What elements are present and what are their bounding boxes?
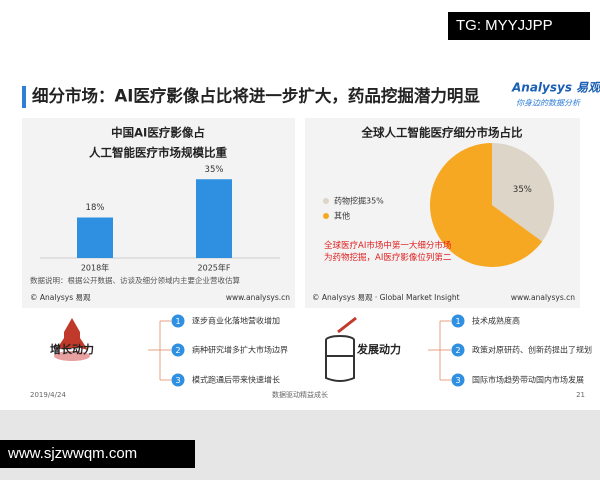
number-badge (451, 373, 465, 387)
watermark: www.sjzwwqm.com (0, 440, 195, 468)
driver-item: 逐步商业化落地营收增加 (192, 316, 280, 326)
value-label: 18% (86, 203, 105, 213)
number: 1 (175, 317, 180, 326)
rocket-icon (54, 318, 90, 361)
driver-item: 模式跑通后带来快速增长 (192, 375, 280, 385)
footer-slogan: 数据驱动精益成长 (272, 390, 328, 399)
title-bar (22, 86, 26, 108)
logo: Analysys 易观 (511, 81, 600, 95)
number: 2 (175, 346, 180, 355)
panel (22, 118, 295, 308)
url: www.analysys.cn (226, 293, 290, 302)
chart-subtitle: 人工智能医疗市场规模比重 (89, 146, 227, 160)
number: 3 (175, 376, 180, 385)
source: © Analysys 易观 · Global Market Insight (312, 293, 460, 302)
page-number: 21 (576, 391, 585, 399)
slide-title: 细分市场：AI医疗影像占比将进一步扩大，药品挖掘潜力明显 (32, 86, 480, 106)
value-label: 35% (513, 185, 532, 195)
x-tick-label: 2018年 (81, 263, 109, 273)
annotation: 全球医疗AI市场中第一大细分市场为药物挖掘，AI医疗影像位列第二 (324, 241, 452, 263)
driver-title: 增长动力 (50, 342, 94, 356)
value-label: 35% (205, 165, 224, 175)
legend-label: 药物挖掘35% (334, 196, 384, 206)
driver-item: 病种研究增多扩大市场边界 (192, 345, 288, 355)
number-badge (451, 314, 465, 328)
number-badge (171, 343, 185, 357)
number-badge (451, 343, 465, 357)
driver-item: 国际市场趋势带动国内市场发展 (472, 375, 584, 385)
pie-slice (430, 143, 543, 267)
number: 1 (455, 317, 460, 326)
x-tick-label: 2025年F (198, 263, 231, 273)
bar (77, 217, 113, 258)
number-badge (171, 373, 185, 387)
number-badge (171, 314, 185, 328)
logo-tagline: 你身边的数据分析 (516, 99, 581, 108)
bar (196, 179, 232, 258)
driver-title: 发展动力 (356, 342, 401, 356)
watermark: TG: MYYJJPP (448, 12, 590, 40)
driver-item: 政策对原研药、创新药提出了规划 (472, 345, 592, 355)
legend-label: 其他 (334, 211, 350, 221)
footer-date: 2019/4/24 (30, 391, 66, 399)
driver-item: 技术成熟度高 (472, 316, 520, 326)
number: 2 (455, 346, 460, 355)
source: © Analysys 易观 (30, 293, 91, 302)
number: 3 (455, 376, 460, 385)
url: www.analysys.cn (511, 293, 575, 302)
legend-swatch (323, 198, 329, 204)
note: 数据说明：根据公开数据、访谈及细分领域内主要企业营收估算 (30, 275, 240, 285)
legend-swatch (323, 213, 329, 219)
mortar-icon (325, 316, 357, 382)
chart-title: 中国AI医疗影像占 (111, 126, 205, 140)
chart-title: 全球人工智能医疗细分市场占比 (361, 126, 523, 140)
pie-slice (492, 143, 554, 242)
